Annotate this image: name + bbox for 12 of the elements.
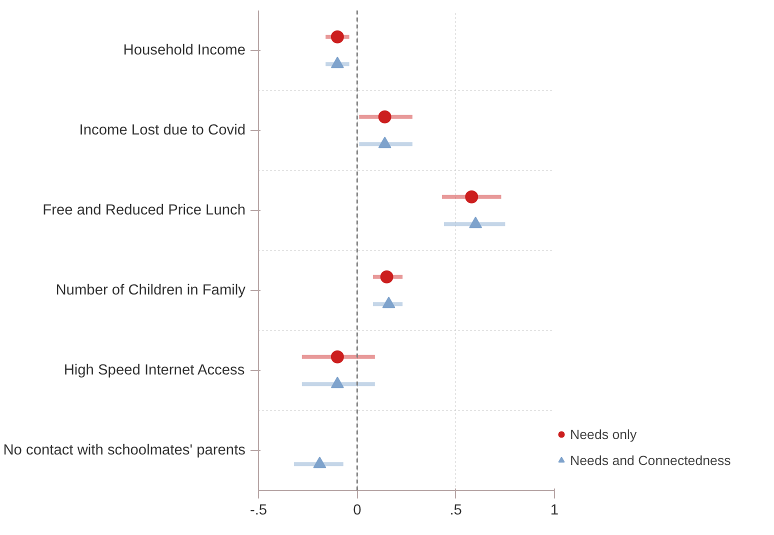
legend-label: Needs and Connectedness <box>570 452 731 468</box>
legend-label: Needs only <box>570 426 637 442</box>
x-tick-label: 1 <box>550 502 559 518</box>
y-tick-label: No contact with schoolmates' parents <box>3 442 246 458</box>
y-tick-label: Free and Reduced Price Lunch <box>42 202 246 218</box>
x-tick-label: 0 <box>353 502 362 518</box>
x-tick-label: -.5 <box>250 502 268 518</box>
y-tick-label: Household Income <box>123 42 246 58</box>
y-tick-label: Income Lost due to Covid <box>79 122 246 138</box>
y-tick-label: Number of Children in Family <box>56 282 246 298</box>
y-tick-label: High Speed Internet Access <box>64 362 245 378</box>
x-tick-label: .5 <box>450 502 462 518</box>
